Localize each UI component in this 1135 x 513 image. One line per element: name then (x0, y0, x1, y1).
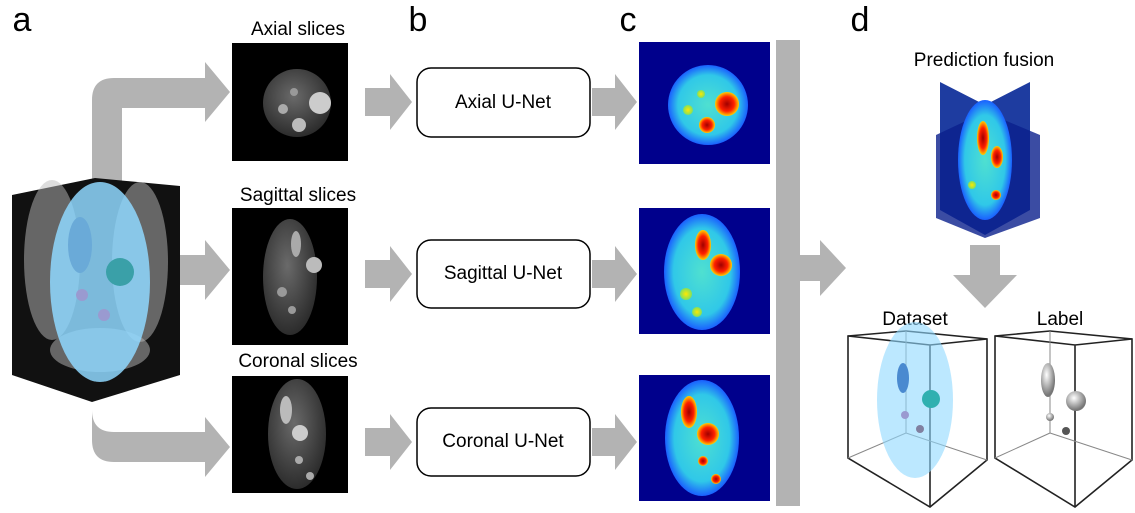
slice-title: Sagittal slices (240, 185, 356, 206)
spot (106, 258, 134, 286)
merge-bar (776, 40, 800, 506)
spot (76, 289, 88, 301)
spot (977, 121, 989, 155)
spot (1062, 427, 1070, 435)
panel-b: b Axial U-Net Sagittal U-Net Coronal U-N… (365, 1, 637, 476)
spot (683, 105, 693, 115)
spot (277, 287, 287, 297)
spot (991, 190, 1001, 200)
spot (280, 396, 292, 424)
spot (695, 230, 711, 260)
spot (278, 104, 288, 114)
spot (680, 288, 692, 300)
network-label: Sagittal U-Net (444, 263, 563, 284)
dataset-shape (877, 322, 953, 478)
panel-label: c (620, 1, 637, 39)
spot (68, 217, 92, 273)
spot (922, 390, 940, 408)
arrow (592, 246, 637, 302)
panel-c: c (620, 1, 847, 506)
spot (288, 306, 296, 314)
spot (292, 425, 308, 441)
panel-label: b (409, 1, 428, 39)
arrow (953, 245, 1017, 308)
spot (306, 472, 314, 480)
slice-title: Coronal slices (238, 351, 357, 372)
spot (681, 396, 697, 428)
panel-label: d (851, 1, 870, 39)
spot (991, 146, 1003, 168)
arrow (92, 62, 230, 190)
fusion-title: Prediction fusion (914, 50, 1054, 71)
spot (711, 474, 721, 484)
spot (697, 90, 705, 98)
spot (698, 456, 708, 466)
spot (710, 254, 732, 276)
spot (692, 307, 702, 317)
slices: Axial slices Sagittal slices Coronal sli… (232, 19, 358, 493)
spot (292, 118, 306, 132)
label-box (995, 331, 1132, 507)
spot (295, 456, 303, 464)
arrow (175, 240, 230, 300)
spot (1046, 413, 1054, 421)
spot (968, 181, 976, 189)
spot (697, 423, 719, 445)
spot (916, 425, 924, 433)
arrow (592, 414, 637, 470)
ellipse (50, 182, 150, 382)
network-label: Axial U-Net (455, 92, 552, 113)
spot (309, 92, 331, 114)
panel-label: a (13, 1, 32, 39)
slice-shape (263, 219, 317, 335)
panel-d: d Prediction fusion Dataset Label (848, 1, 1132, 507)
spot (291, 231, 301, 257)
spot (897, 363, 909, 393)
spot (699, 117, 715, 133)
arrow (365, 414, 412, 470)
arrow (592, 74, 637, 130)
spot (1066, 391, 1086, 411)
arrow (365, 74, 412, 130)
slice-title: Axial slices (251, 19, 345, 40)
fusion-shape (958, 100, 1012, 220)
spot (715, 92, 739, 116)
output-title: Label (1037, 309, 1084, 330)
spot (306, 257, 322, 273)
arrow (365, 246, 412, 302)
spot (98, 309, 110, 321)
network-label: Coronal U-Net (442, 431, 564, 452)
panel-a: a (12, 1, 230, 477)
diagram: a Axial slices Sagittal slices Coronal s… (0, 0, 1135, 513)
spot (901, 411, 909, 419)
spot (1041, 363, 1055, 397)
arrow (800, 240, 846, 296)
spot (290, 88, 298, 96)
